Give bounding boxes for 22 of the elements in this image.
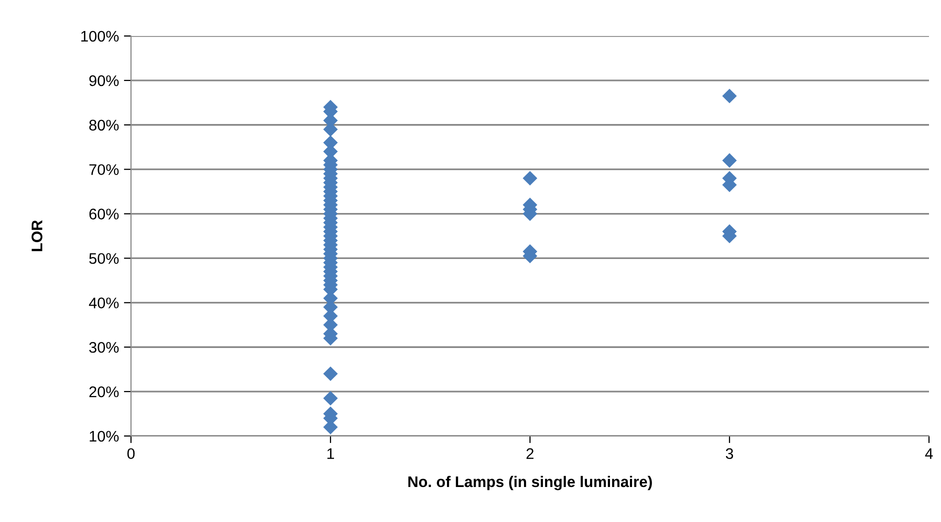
- x-tick-label: 0: [127, 448, 135, 460]
- y-tick-label: 50%: [89, 253, 119, 264]
- x-axis-title: No. of Lamps (in single luminaire): [408, 476, 652, 490]
- point: [323, 366, 338, 382]
- point: [722, 88, 737, 104]
- point: [522, 170, 538, 186]
- point: [323, 390, 338, 406]
- y-tick-label: 60%: [89, 208, 119, 220]
- y-tick-label: 30%: [89, 342, 119, 353]
- y-tick-label: 100%: [81, 30, 119, 42]
- x-tick-label: 3: [726, 448, 734, 460]
- y-tick-label: 20%: [89, 386, 119, 398]
- y-tick-label: 40%: [88, 298, 119, 308]
- y-axis-title: LOR: [32, 220, 42, 252]
- x-tick-label: 4: [925, 448, 933, 459]
- point: [722, 153, 737, 168]
- y-tick-label: 10%: [90, 430, 119, 442]
- x-tick-label: 1: [327, 448, 334, 459]
- x-tick-label: 2: [526, 448, 534, 459]
- y-tick-label: 90%: [89, 75, 119, 86]
- y-tick-label: 80%: [89, 120, 119, 131]
- y-tick-label: 70%: [89, 164, 119, 176]
